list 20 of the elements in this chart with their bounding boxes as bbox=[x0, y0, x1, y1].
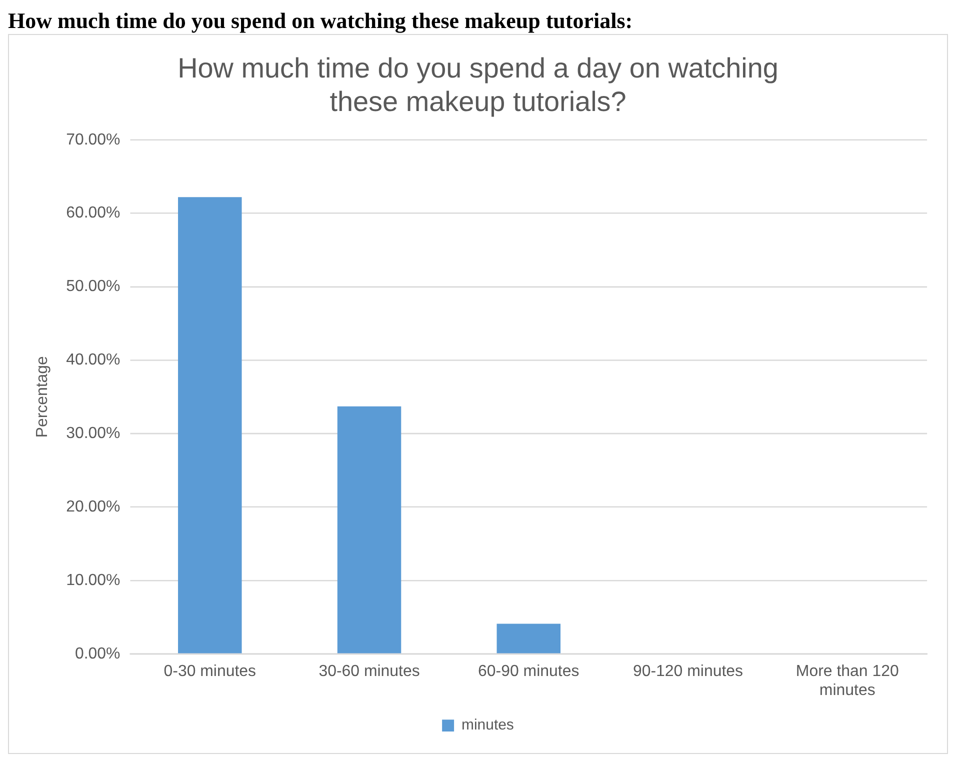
text: How much time do you spend on watching these makeup tutorials: bbox=[8, 8, 634, 34]
x-tick-label: 0-30 minutes bbox=[164, 662, 256, 680]
bar bbox=[178, 197, 242, 654]
y-tick-label: 20.00% bbox=[66, 498, 120, 516]
x-tick-label: 90-120 minutes bbox=[632, 662, 744, 680]
y-tick-label: 30.00% bbox=[66, 425, 120, 442]
y-tick-label: 40.00% bbox=[66, 352, 120, 369]
y-tick-label: 0.00% bbox=[74, 645, 120, 662]
x-tick-label: More than 120 minutes bbox=[796, 662, 899, 699]
bar bbox=[496, 624, 560, 654]
y-tick-label: 50.00% bbox=[66, 278, 120, 296]
y-tick-label: 70.00% bbox=[66, 131, 120, 148]
x-tick-label: 60-90 minutes bbox=[478, 662, 580, 680]
legend-label: minutes bbox=[462, 716, 514, 734]
chart-title: How much time do you spend a day on watching these makeup tutorials? bbox=[178, 52, 778, 117]
x-tick-label: 30-60 minutes bbox=[318, 662, 420, 680]
bar bbox=[337, 406, 402, 654]
y-tick-label: 10.00% bbox=[66, 572, 120, 589]
y-tick-label: 60.00% bbox=[66, 204, 120, 222]
y-axis-title: Percentage bbox=[34, 356, 51, 438]
